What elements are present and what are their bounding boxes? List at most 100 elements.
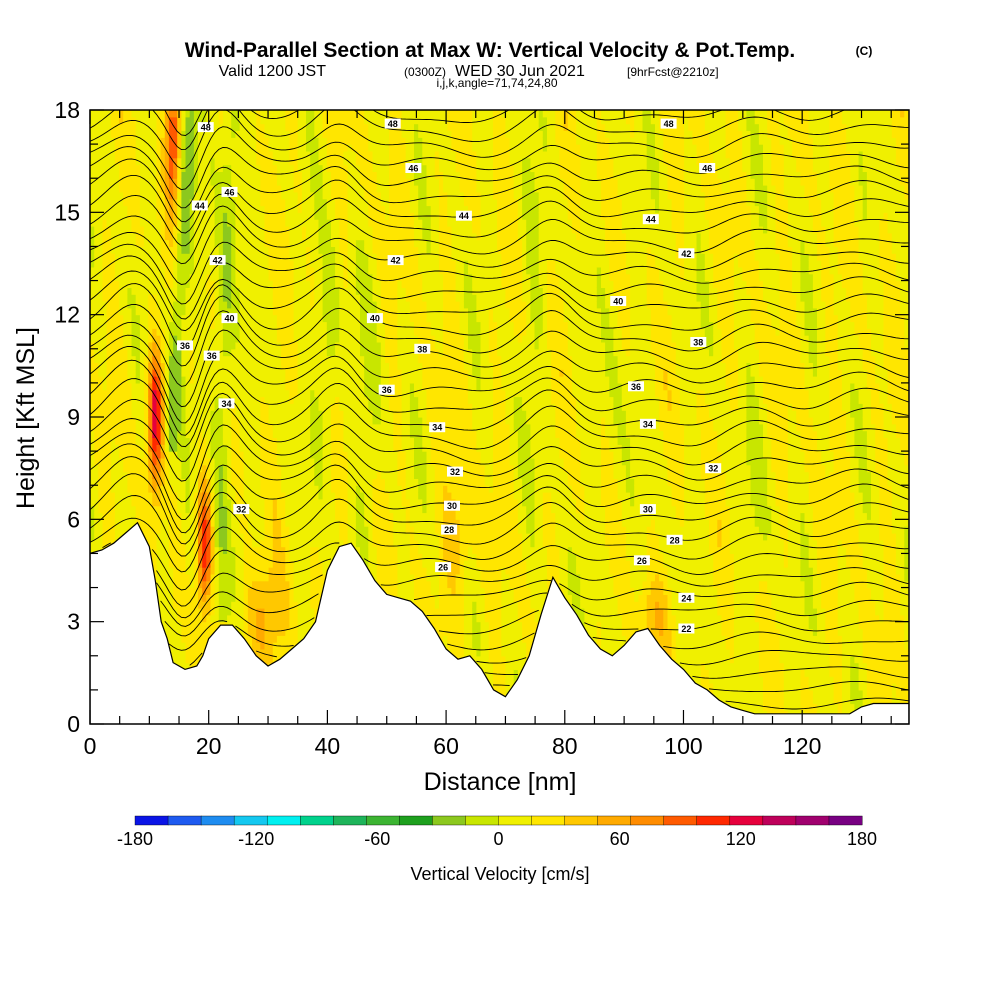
theta-label-bg <box>177 340 193 351</box>
colorbar-swatch <box>696 815 731 826</box>
theta-contour-label: 36 <box>180 341 190 351</box>
theta-label-bg <box>435 562 452 573</box>
colorbar-swatch <box>432 815 466 826</box>
theta-label-bg <box>666 534 683 545</box>
theta-contour-line <box>90 506 909 573</box>
y-tick-label: 18 <box>54 97 80 123</box>
x-tick-label: 0 <box>84 733 97 759</box>
theta-contour-line <box>90 329 909 408</box>
colorbar-swatch <box>233 815 268 826</box>
colorbar-tick-label: -120 <box>238 829 274 849</box>
colorbar-tick-label: 60 <box>610 829 630 849</box>
theta-contour-label: 38 <box>693 338 703 348</box>
theta-contour-label: 48 <box>664 119 674 129</box>
theta-contour-label: 22 <box>681 624 691 634</box>
theta-contour-label: 38 <box>417 344 427 354</box>
theta-label-bg <box>628 381 644 392</box>
colorbar-swatch <box>498 815 533 826</box>
theta-contour-label: 34 <box>643 419 653 429</box>
theta-contour-label: 46 <box>702 164 712 174</box>
theta-contour-label: 32 <box>450 467 460 477</box>
colorbar-tick-label: 180 <box>847 829 877 849</box>
theta-label-bg <box>203 350 220 361</box>
theta-contour-line <box>90 146 909 209</box>
y-tick-label: 12 <box>54 302 80 328</box>
y-axis-label: Height [Kft MSL] <box>12 327 40 509</box>
x-tick-label: 120 <box>783 733 821 759</box>
theta-label-bg <box>191 200 208 211</box>
theta-label-bg <box>387 255 404 266</box>
colorbar: -180 -120 -60 0 60 120 180 <box>117 815 877 849</box>
theta-label-bg <box>209 255 226 266</box>
theta-contour-line <box>90 158 909 223</box>
theta-contour-label: 48 <box>201 123 211 133</box>
theta-label-bg <box>642 214 659 225</box>
x-axis-label: Distance [nm] <box>424 768 577 796</box>
x-tick-label: 40 <box>315 733 341 759</box>
theta-contour-line <box>156 549 909 607</box>
theta-label-bg <box>678 592 695 603</box>
theta-label-bg <box>444 500 460 511</box>
theta-contour-label: 32 <box>708 464 718 474</box>
x-tick-label: 20 <box>196 733 222 759</box>
grid-indices: i,j,k,angle=71,74,24,80 <box>436 76 557 90</box>
theta-label-bg <box>414 343 431 354</box>
theta-contour-line <box>90 378 909 448</box>
theta-label-bg <box>639 504 656 515</box>
theta-label-bg <box>633 555 650 566</box>
colorbar-swatch <box>762 815 797 826</box>
theta-contour-label: 44 <box>646 215 656 225</box>
colorbar-tick-label: -60 <box>364 829 390 849</box>
colorbar-label: Vertical Velocity [cm/s] <box>410 864 589 884</box>
x-tick-label: 60 <box>433 733 459 759</box>
theta-contour-line <box>90 255 909 320</box>
theta-contour-labels: 22 24 26 26 28 28 30 30 32 32 32 34 34 34 36 36 36 36 38 38… <box>177 118 722 634</box>
theta-contour-line <box>90 221 909 285</box>
theta-contour-label: 48 <box>388 119 398 129</box>
theta-label-bg <box>690 337 707 347</box>
colorbar-tick-label: -180 <box>117 829 153 849</box>
theta-contour-label: 42 <box>213 256 223 266</box>
copyright-mark: (C) <box>856 44 873 58</box>
theta-label-bg <box>384 118 401 129</box>
theta-contour-label: 40 <box>613 297 623 307</box>
theta-label-bg <box>678 248 695 259</box>
terrain-mask <box>90 521 909 724</box>
theta-label-bg <box>639 418 656 429</box>
theta-label-bg <box>405 163 422 173</box>
colorbar-swatch <box>300 815 334 826</box>
theta-label-bg <box>378 384 395 395</box>
theta-contour-label: 28 <box>444 525 454 535</box>
theta-contour-label: 30 <box>643 505 653 515</box>
theta-contour-label: 32 <box>236 505 246 515</box>
theta-contour-label: 28 <box>670 535 680 545</box>
theta-contour-line <box>90 126 909 191</box>
theta-label-bg <box>705 463 722 474</box>
theta-label-bg <box>610 296 627 306</box>
theta-contour-line <box>90 283 909 350</box>
theta-contour-line <box>156 572 909 619</box>
theta-label-bg <box>218 398 235 409</box>
theta-contour-line <box>90 310 909 387</box>
theta-contour-label: 42 <box>681 249 691 259</box>
colorbar-tick-label: 0 <box>493 829 503 849</box>
colorbar-swatch <box>564 815 599 826</box>
y-tick-label: 9 <box>67 404 80 430</box>
colorbar-swatch <box>200 815 235 826</box>
theta-contour-label: 34 <box>221 399 231 409</box>
colorbar-swatch <box>729 815 764 826</box>
theta-contour-line <box>492 680 909 693</box>
theta-contour-label: 34 <box>432 423 442 433</box>
theta-contour-label: 24 <box>681 593 691 603</box>
colorbar-swatch <box>366 815 400 826</box>
colorbar-swatch <box>399 815 433 826</box>
colorbar-swatch <box>134 815 169 826</box>
theta-contour-line <box>90 424 909 503</box>
theta-contour-line <box>189 649 909 666</box>
theta-contour-line <box>90 456 909 534</box>
theta-contours <box>90 110 909 710</box>
valid-time: Valid 1200 JST <box>219 63 327 80</box>
theta-contour-line <box>90 359 909 436</box>
y-tick-label: 3 <box>67 609 80 635</box>
